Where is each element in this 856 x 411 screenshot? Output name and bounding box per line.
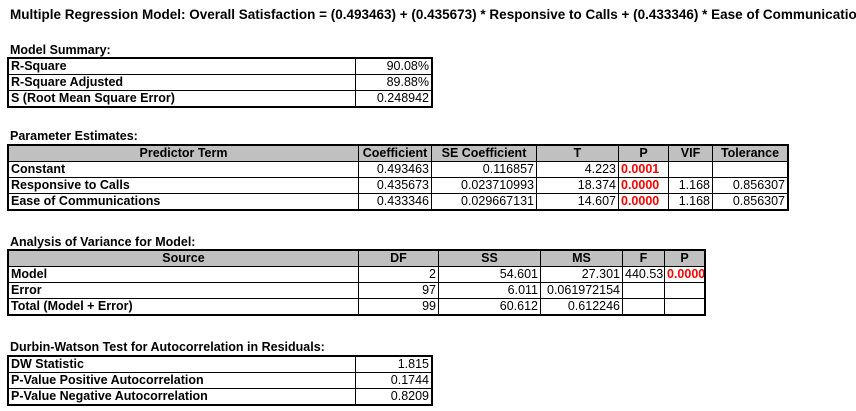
table-row: P-Value Positive Autocorrelation 0.1744 — [8, 372, 432, 389]
vif-cell: 1.168 — [668, 177, 713, 194]
table-header-row: Source DF SS MS F P — [8, 250, 705, 267]
p-value-cell: 0.0001 — [618, 161, 669, 178]
ss-cell: 60.612 — [438, 298, 541, 315]
f-cell: 440.53 — [622, 266, 665, 283]
ms-cell: 27.301 — [540, 266, 623, 283]
table-row: Constant 0.493463 0.116857 4.223 0.0001 — [8, 161, 788, 178]
se-coefficient-cell: 0.023710993 — [431, 177, 537, 194]
tolerance-cell: 0.856307 — [712, 193, 788, 210]
parameter-estimates-table: Predictor Term Coefficient SE Coefficien… — [7, 144, 789, 211]
se-coefficient-cell: 0.029667131 — [431, 193, 537, 210]
term-cell: Ease of Communications — [8, 193, 359, 210]
col-header-vif: VIF — [668, 145, 713, 162]
table-row: Ease of Communications 0.433346 0.029667… — [8, 193, 788, 210]
p-value-cell — [664, 282, 705, 299]
anova-table: Source DF SS MS F P Model 2 54.601 27.30… — [7, 249, 706, 316]
p-positive-autocorrelation-label: P-Value Positive Autocorrelation — [8, 372, 356, 389]
p-value-cell: 0.0000 — [618, 193, 669, 210]
durbin-watson-heading: Durbin-Watson Test for Autocorrelation i… — [10, 340, 325, 354]
col-header-coefficient: Coefficient — [358, 145, 432, 162]
tolerance-cell — [712, 161, 788, 178]
rmse-value: 0.248942 — [355, 90, 432, 107]
table-row: R-Square Adjusted 89.88% — [8, 74, 432, 91]
table-row: Total (Model + Error) 99 60.612 0.612246 — [8, 298, 705, 315]
parameter-estimates-heading: Parameter Estimates: — [10, 129, 138, 143]
tolerance-cell: 0.856307 — [712, 177, 788, 194]
dw-statistic-label: DW Statistic — [8, 356, 356, 373]
f-cell — [622, 298, 665, 315]
t-cell: 18.374 — [536, 177, 619, 194]
model-summary-heading: Model Summary: — [10, 43, 111, 57]
col-header-t: T — [536, 145, 619, 162]
source-cell: Model — [8, 266, 359, 283]
t-cell: 4.223 — [536, 161, 619, 178]
table-row: Error 97 6.011 0.061972154 — [8, 282, 705, 299]
col-header-f: F — [622, 250, 665, 267]
ms-cell: 0.061972154 — [540, 282, 623, 299]
coefficient-cell: 0.433346 — [358, 193, 432, 210]
source-cell: Total (Model + Error) — [8, 298, 359, 315]
df-cell: 97 — [358, 282, 439, 299]
vif-cell — [668, 161, 713, 178]
coefficient-cell: 0.435673 — [358, 177, 432, 194]
regression-equation-title: Multiple Regression Model: Overall Satis… — [10, 7, 856, 22]
r-square-label: R-Square — [8, 58, 356, 75]
table-row: S (Root Mean Square Error) 0.248942 — [8, 90, 432, 107]
p-negative-autocorrelation-value: 0.8209 — [355, 388, 432, 405]
col-header-predictor-term: Predictor Term — [8, 145, 359, 162]
durbin-watson-table: DW Statistic 1.815 P-Value Positive Auto… — [7, 355, 433, 406]
table-row: Model 2 54.601 27.301 440.53 0.0000 — [8, 266, 705, 283]
source-cell: Error — [8, 282, 359, 299]
table-row: R-Square 90.08% — [8, 58, 432, 75]
se-coefficient-cell: 0.116857 — [431, 161, 537, 178]
col-header-se-coefficient: SE Coefficient — [431, 145, 537, 162]
model-summary-table: R-Square 90.08% R-Square Adjusted 89.88%… — [7, 57, 433, 108]
col-header-source: Source — [8, 250, 359, 267]
col-header-p: P — [664, 250, 705, 267]
p-positive-autocorrelation-value: 0.1744 — [355, 372, 432, 389]
col-header-ss: SS — [438, 250, 541, 267]
t-cell: 14.607 — [536, 193, 619, 210]
col-header-df: DF — [358, 250, 439, 267]
r-square-adjusted-value: 89.88% — [355, 74, 432, 91]
table-row: DW Statistic 1.815 — [8, 356, 432, 373]
anova-heading: Analysis of Variance for Model: — [10, 235, 196, 249]
f-cell — [622, 282, 665, 299]
ss-cell: 54.601 — [438, 266, 541, 283]
p-negative-autocorrelation-label: P-Value Negative Autocorrelation — [8, 388, 356, 405]
col-header-ms: MS — [540, 250, 623, 267]
df-cell: 99 — [358, 298, 439, 315]
coefficient-cell: 0.493463 — [358, 161, 432, 178]
df-cell: 2 — [358, 266, 439, 283]
r-square-value: 90.08% — [355, 58, 432, 75]
rmse-label: S (Root Mean Square Error) — [8, 90, 356, 107]
p-value-cell: 0.0000 — [618, 177, 669, 194]
col-header-p: P — [618, 145, 669, 162]
col-header-tolerance: Tolerance — [712, 145, 788, 162]
term-cell: Responsive to Calls — [8, 177, 359, 194]
p-value-cell: 0.0000 — [664, 266, 705, 283]
p-value-cell — [664, 298, 705, 315]
r-square-adjusted-label: R-Square Adjusted — [8, 74, 356, 91]
vif-cell: 1.168 — [668, 193, 713, 210]
ms-cell: 0.612246 — [540, 298, 623, 315]
dw-statistic-value: 1.815 — [355, 356, 432, 373]
ss-cell: 6.011 — [438, 282, 541, 299]
table-row: P-Value Negative Autocorrelation 0.8209 — [8, 388, 432, 405]
term-cell: Constant — [8, 161, 359, 178]
table-header-row: Predictor Term Coefficient SE Coefficien… — [8, 145, 788, 162]
table-row: Responsive to Calls 0.435673 0.023710993… — [8, 177, 788, 194]
